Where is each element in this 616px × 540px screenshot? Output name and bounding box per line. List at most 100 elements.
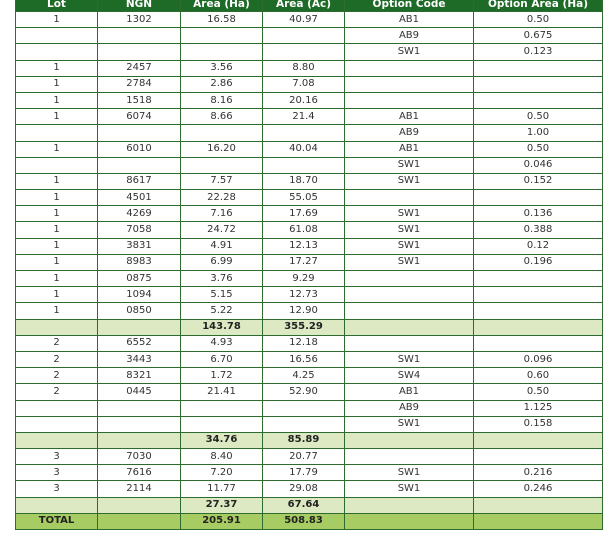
empty-cell (180, 415, 263, 433)
table-cell: 0.158 (473, 415, 603, 433)
table-cell: 1 (15, 10, 98, 29)
subtotal-row: 27.37 67.64 (15, 496, 603, 514)
table-cell: 4501 (97, 189, 181, 207)
table-cell: AB9 (344, 27, 474, 45)
empty-cell (97, 431, 181, 450)
table-cell: 17.79 (262, 464, 345, 482)
table-cell: 0.136 (473, 205, 603, 223)
empty-cell (97, 124, 181, 142)
empty-cell (262, 27, 345, 45)
table-cell: 3.76 (180, 269, 263, 288)
empty-cell (262, 43, 345, 61)
data-table: Lot NGN Area (Ha) Area (Ac) Option Code Optio… (15, 0, 603, 531)
table-cell: 0.675 (473, 27, 603, 45)
empty-cell (180, 399, 263, 417)
empty-cell (344, 189, 474, 207)
empty-cell (15, 496, 98, 514)
table-cell: 1 (15, 253, 98, 272)
empty-cell (344, 59, 474, 77)
table-cell: 7030 (97, 448, 181, 466)
table-cell: 6010 (97, 140, 181, 158)
table-cell: 5.15 (180, 286, 263, 304)
table-cell: 8.40 (180, 448, 263, 466)
table-cell: 61.08 (262, 221, 345, 239)
table-cell: 6074 (97, 108, 181, 126)
empty-cell (473, 59, 603, 77)
table-row: 1 6010 16.20 40.04 AB1 0.50 (15, 140, 603, 158)
empty-cell (262, 124, 345, 142)
table-cell: 0.50 (473, 140, 603, 158)
table-cell: 1 (15, 269, 98, 288)
table-cell: 52.90 (262, 383, 345, 401)
table-cell: 7058 (97, 221, 181, 239)
table-cell: 8.66 (180, 108, 263, 126)
table-cell: 16.56 (262, 350, 345, 369)
empty-cell (473, 512, 603, 531)
table-row: 1 8617 7.57 18.70 SW1 0.152 (15, 172, 603, 191)
table-row: 1 6074 8.66 21.4 AB1 0.50 (15, 108, 603, 126)
table-cell: 0.12 (473, 237, 603, 255)
table-cell: 1.125 (473, 399, 603, 417)
table-cell: 12.18 (262, 334, 345, 352)
table-cell: 0445 (97, 383, 181, 401)
table-cell: 3 (15, 464, 98, 482)
table-cell: 1 (15, 221, 98, 239)
table-cell: AB1 (344, 140, 474, 158)
table-row: 3 7030 8.40 20.77 (15, 448, 603, 466)
table-cell: 6552 (97, 334, 181, 352)
table-cell: 24.72 (180, 221, 263, 239)
table-cell: 4.93 (180, 334, 263, 352)
table-cell: 2 (15, 383, 98, 401)
empty-cell (97, 43, 181, 61)
table-cell: 12.73 (262, 286, 345, 304)
empty-cell (262, 156, 345, 174)
table-row: 1 0850 5.22 12.90 (15, 302, 603, 320)
empty-cell (180, 124, 263, 142)
table-row: 2 8321 1.72 4.25 SW4 0.60 (15, 367, 603, 385)
table-cell: 20.77 (262, 448, 345, 466)
total-row: TOTAL 205.91 508.83 (15, 512, 603, 531)
table-cell: 3.56 (180, 59, 263, 77)
table-cell: 2 (15, 350, 98, 369)
empty-cell (344, 302, 474, 320)
table-cell: 1 (15, 108, 98, 126)
table-cell: 1 (15, 140, 98, 158)
empty-cell (344, 91, 474, 110)
table-cell: AB1 (344, 383, 474, 401)
table-row: 1 3831 4.91 12.13 SW1 0.12 (15, 237, 603, 255)
table-cell: AB1 (344, 10, 474, 29)
empty-cell (180, 27, 263, 45)
table-cell: 6.70 (180, 350, 263, 369)
table-cell: 9.29 (262, 269, 345, 288)
column-header: Area (Ha) (180, 0, 263, 12)
empty-cell (344, 334, 474, 352)
table-cell: 22.28 (180, 189, 263, 207)
table-cell: 1 (15, 75, 98, 93)
column-header: Option Code (344, 0, 474, 12)
table-cell: 4.25 (262, 367, 345, 385)
table-cell: 1.00 (473, 124, 603, 142)
table-cell: 0850 (97, 302, 181, 320)
empty-cell (262, 399, 345, 417)
table-cell: 1 (15, 91, 98, 110)
table-cell: 18.70 (262, 172, 345, 191)
table-cell: 1 (15, 189, 98, 207)
table-cell: 0.50 (473, 10, 603, 29)
table-cell: 85.89 (262, 431, 345, 450)
table-cell: 1 (15, 59, 98, 77)
table-cell: 4.91 (180, 237, 263, 255)
column-header: Option Area (Ha) (473, 0, 603, 12)
table-row: AB9 1.125 (15, 399, 603, 417)
table-cell: 0.196 (473, 253, 603, 272)
table-cell: 0.046 (473, 156, 603, 174)
table-cell: 16.20 (180, 140, 263, 158)
table-cell: 1 (15, 172, 98, 191)
table-cell: 3 (15, 448, 98, 466)
table-cell: 7616 (97, 464, 181, 482)
table-row: SW1 0.158 (15, 415, 603, 433)
table-cell: 7.20 (180, 464, 263, 482)
empty-cell (344, 512, 474, 531)
table-cell: 3443 (97, 350, 181, 369)
table-cell: 0.60 (473, 367, 603, 385)
table-cell: 0.152 (473, 172, 603, 191)
